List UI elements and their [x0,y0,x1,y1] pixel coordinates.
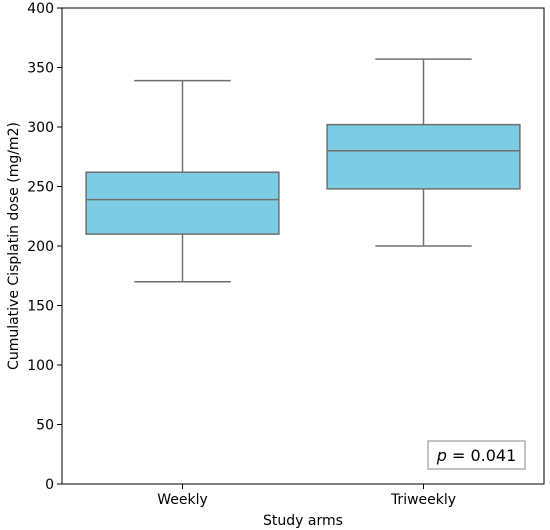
boxes-layer [85,58,521,283]
y-tick-label: 50 [36,418,54,434]
y-axis-label: Cumulative Cisplatin dose (mg/m2) [6,122,22,370]
x-tick-label: Weekly [157,492,208,508]
p-value-number: = 0.041 [447,446,516,465]
y-axis-ticks: 0 50 100 150 200 250 300 350 400 [27,1,62,493]
y-tick-label: 100 [27,358,54,374]
x-tick-label: Triweekly [390,492,456,508]
y-tick-label: 0 [45,477,54,493]
iqr-box [326,123,521,190]
plot-frame [61,7,545,485]
p-value-text: p = 0.041 [436,446,517,465]
p-value-box [427,440,526,470]
y-tick-label: 200 [27,239,54,255]
p-value-symbol: p [436,446,447,465]
y-tick-label: 250 [27,180,54,196]
y-tick-label: 350 [27,61,54,77]
y-tick-label: 300 [27,120,54,136]
box-triweekly [326,58,521,247]
x-axis-label: Study arms [263,513,343,529]
x-axis-ticks: Weekly Triweekly [157,484,456,508]
iqr-box [85,171,280,235]
p-value-annotation: p = 0.041 [427,440,526,470]
y-tick-label: 150 [27,299,54,315]
box-weekly [85,79,280,283]
y-tick-label: 400 [27,1,54,17]
